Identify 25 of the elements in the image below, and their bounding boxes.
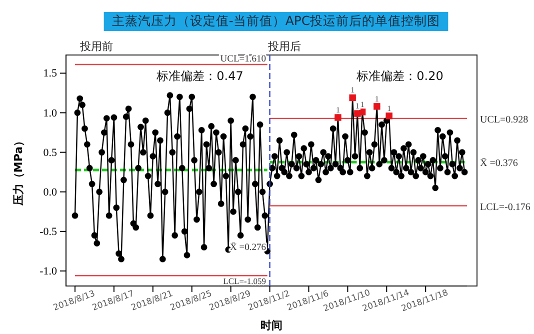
y-tick-label: -0.5: [40, 226, 58, 238]
data-label: 1: [360, 100, 364, 109]
text: 投用后: [267, 40, 301, 53]
x-axis-title: 时间: [260, 319, 282, 332]
y-tick-label: -1.0: [40, 265, 58, 278]
data-label: 1: [350, 86, 355, 95]
data-label: 1: [387, 104, 392, 113]
text: 投用前: [79, 40, 113, 53]
y-axis-title: 压力（MPa）: [12, 135, 25, 207]
chart-title: 主蒸汽压力（设定值-当前值）APC投运前后的单值控制图: [112, 13, 440, 28]
annotation: LCL=-1.059: [223, 276, 266, 286]
data-label: 1: [336, 105, 340, 114]
y-tick-label: 0.0: [43, 186, 58, 198]
annotation: UCL=1.610: [220, 54, 266, 64]
data-label: 1: [355, 102, 360, 111]
y-tick-label: 0.5: [43, 146, 58, 159]
y-tick-label: 1.0: [43, 107, 58, 120]
text: UCL=0.928: [480, 114, 528, 126]
annotation: 标准偏差：0.47: [156, 69, 244, 83]
annotation: X̄ =0.276: [230, 242, 266, 253]
text: LCL=-0.176: [480, 202, 530, 213]
y-tick-label: 1.5: [43, 68, 58, 80]
annotation: 标准偏差：0.20: [356, 69, 444, 83]
data-label: 1: [374, 94, 379, 104]
text: X̄ =0.376: [480, 157, 518, 170]
